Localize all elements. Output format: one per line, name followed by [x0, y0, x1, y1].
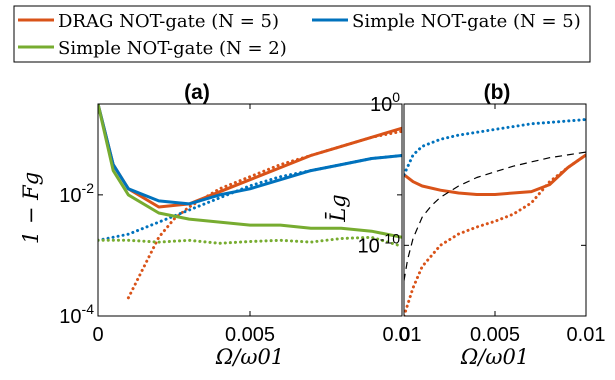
legend: DRAG NOT-gate (N = 5) Simple NOT-gate (N…	[13, 5, 591, 63]
series-line-a-3	[98, 154, 402, 242]
x-tick-label: 0	[398, 324, 409, 346]
panel-b-xlabel: Ω/ω01	[460, 345, 529, 369]
panel-b-plot	[404, 118, 586, 316]
panel-a-ylabel: 1 − Fg	[19, 172, 43, 244]
y-tick-label: 100	[370, 89, 400, 116]
legend-box	[13, 5, 591, 63]
series-line-b-2	[404, 118, 586, 177]
panel-b: (b) 0 0.005 0.01 10-10 100 Ω/ω01 L̄g	[325, 81, 605, 369]
panel-a-xlabel: Ω/ω01	[215, 345, 284, 369]
x-tick-label: 0	[92, 324, 103, 346]
series-line-a-1	[126, 129, 402, 300]
panel-a-plot	[98, 104, 402, 300]
x-tick-label: 0.005	[225, 324, 275, 346]
series-line-b-3	[404, 151, 586, 281]
x-tick-label: 0.005	[470, 324, 520, 346]
panel-b-axes-box	[403, 103, 587, 317]
y-tick-label: 10-2	[59, 180, 94, 207]
y-tick-label: 10-4	[59, 301, 94, 328]
series-line-a-5	[98, 235, 402, 248]
panel-b-x-ticks: 0 0.005 0.01	[398, 104, 605, 346]
x-tick-label: 0.01	[567, 324, 606, 346]
x-tick-label: 0.01	[383, 324, 422, 346]
panel-a-y-ticks: 10-4 10-2	[59, 180, 402, 328]
y-tick-label: 10-10	[358, 230, 401, 257]
panel-b-y-ticks: 10-10 100	[358, 89, 586, 257]
series-line-b-1	[404, 153, 586, 316]
panel-a-axes-box	[97, 103, 403, 317]
panel-b-ylabel: L̄g	[325, 194, 350, 222]
panel-a: (a) 0 0.005 0.01 10-4 10-2 Ω/ω01 1 − Fg	[19, 81, 421, 369]
series-line-a-4	[98, 104, 402, 239]
panel-b-title: (b)	[484, 81, 511, 104]
legend-label-drag: DRAG NOT-gate (N = 5)	[58, 11, 279, 32]
series-line-a-0	[98, 104, 402, 209]
series-line-b-0	[404, 153, 586, 196]
legend-label-simple-n2: Simple NOT-gate (N = 2)	[58, 38, 287, 59]
panel-a-title: (a)	[184, 81, 210, 104]
series-line-a-2	[98, 104, 402, 206]
legend-label-simple-n5: Simple NOT-gate (N = 5)	[352, 11, 581, 32]
panel-a-x-ticks: 0 0.005 0.01	[92, 104, 421, 346]
